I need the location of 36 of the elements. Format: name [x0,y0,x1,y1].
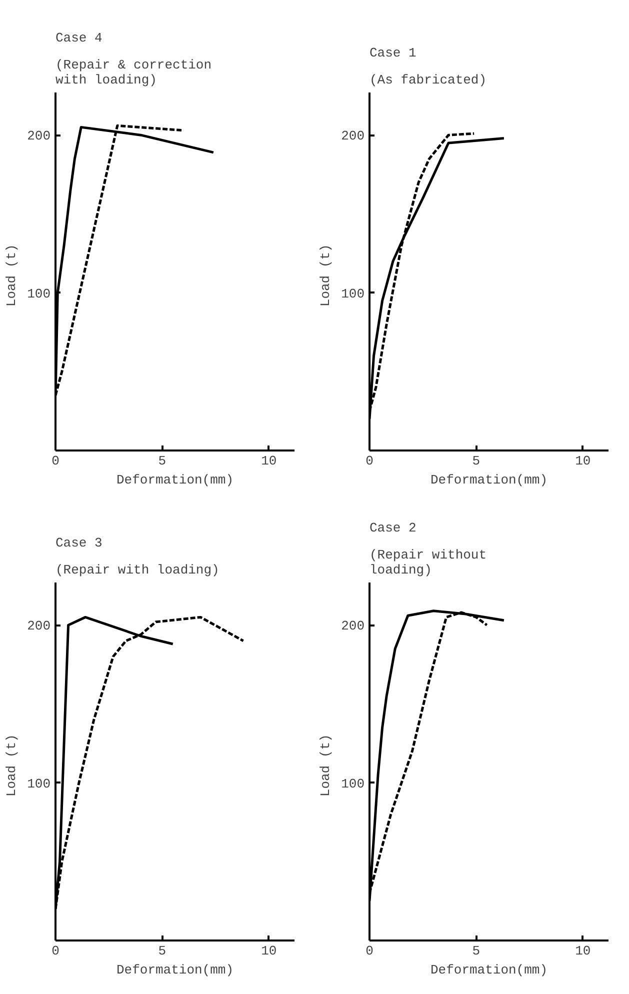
y-axis-title: Load (t) [318,734,334,797]
x-tick-label: 10 [261,944,277,958]
chart-subtitle: (Repair & correction with loading) [56,58,212,88]
x-tick-label: 5 [158,454,166,468]
x-tick-label: 5 [472,454,480,468]
x-tick-label: 10 [575,454,591,468]
y-tick-label: 100 [27,776,50,792]
chart-subtitle: (As fabricated) [370,72,487,88]
y-tick-label: 100 [341,776,364,792]
x-axis-title: Deformation(mm) [430,472,548,488]
x-tick-label: 5 [158,944,166,958]
chart-title: Case 3 [56,536,102,550]
x-tick-label: 0 [52,944,60,958]
chart-title: Case 2 [370,520,416,536]
y-tick-label: 100 [27,286,50,302]
x-tick-label: 0 [366,454,374,468]
x-tick-label: 0 [366,944,374,958]
y-tick-label: 100 [341,286,364,302]
x-tick-label: 10 [575,944,591,958]
y-tick-label: 200 [27,128,50,144]
x-tick-label: 5 [472,944,480,958]
y-axis-title: Load (t) [4,244,20,307]
chart-subtitle: (Repair with loading) [56,562,220,578]
y-tick-label: 200 [27,618,50,634]
x-axis-title: Deformation(mm) [116,472,234,488]
y-axis-title: Load (t) [4,734,20,797]
y-axis-title: Load (t) [318,244,334,307]
chart-subtitle: (Repair without loading) [370,548,487,578]
y-tick-label: 200 [341,618,364,634]
y-tick-label: 200 [341,128,364,144]
x-tick-label: 10 [261,454,277,468]
x-axis-title: Deformation(mm) [430,962,548,978]
chart-title: Case 1 [370,46,417,60]
x-tick-label: 0 [52,454,60,468]
x-axis-title: Deformation(mm) [116,962,234,978]
chart-title: Case 4 [56,30,103,46]
